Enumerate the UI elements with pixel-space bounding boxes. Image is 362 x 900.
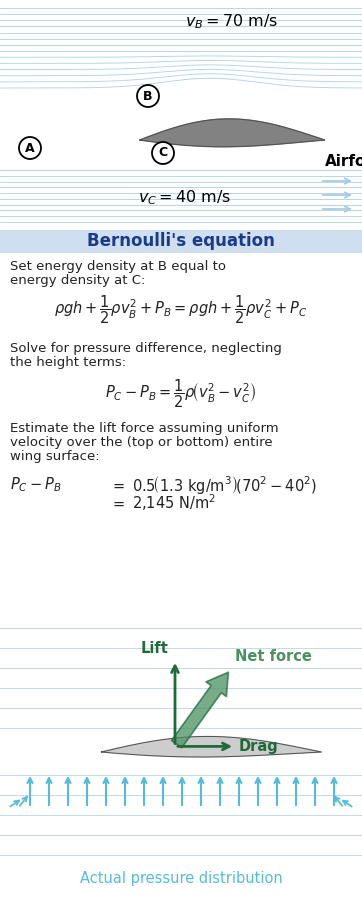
Text: Net force: Net force	[235, 649, 312, 664]
Text: energy density at C:: energy density at C:	[10, 274, 146, 287]
Text: Solve for pressure difference, neglecting: Solve for pressure difference, neglectin…	[10, 342, 282, 355]
Text: $v_C = 40\ \mathrm{m/s}$: $v_C = 40\ \mathrm{m/s}$	[138, 189, 232, 207]
Polygon shape	[101, 736, 321, 757]
Text: Bernoulli's equation: Bernoulli's equation	[87, 232, 275, 250]
Text: $0.5\!\left(1.3\ \mathrm{kg/m^3}\right)\!\left(70^2 - 40^2\right)$: $0.5\!\left(1.3\ \mathrm{kg/m^3}\right)\…	[132, 474, 317, 496]
Text: the height terms:: the height terms:	[10, 356, 126, 369]
FancyArrowPatch shape	[172, 672, 228, 748]
Text: $P_C - P_B = \dfrac{1}{2}\rho\!\left(v_B^2 - v_C^2\right)$: $P_C - P_B = \dfrac{1}{2}\rho\!\left(v_B…	[105, 378, 257, 410]
Text: Actual pressure distribution: Actual pressure distribution	[80, 870, 282, 886]
Bar	[0, 230, 362, 253]
Text: $\rho g h + \dfrac{1}{2}\rho v_B^2 + P_B = \rho g h + \dfrac{1}{2}\rho v_C^2 + P: $\rho g h + \dfrac{1}{2}\rho v_B^2 + P_B…	[54, 293, 308, 327]
Text: wing surface:: wing surface:	[10, 450, 100, 463]
Text: Lift: Lift	[141, 641, 169, 656]
Circle shape	[152, 142, 174, 164]
Text: Airfoil: Airfoil	[325, 155, 362, 169]
Text: $P_C - P_B$: $P_C - P_B$	[10, 475, 62, 494]
Bar	[0, 0, 362, 230]
Text: Drag: Drag	[239, 739, 279, 754]
Polygon shape	[140, 119, 325, 147]
Circle shape	[137, 85, 159, 107]
Text: B: B	[143, 89, 153, 103]
Bar	[0, 620, 362, 900]
Text: $v_B = 70\ \mathrm{m/s}$: $v_B = 70\ \mathrm{m/s}$	[185, 13, 279, 32]
Text: velocity over the (top or bottom) entire: velocity over the (top or bottom) entire	[10, 436, 273, 449]
Text: $2{,}145\ \mathrm{N/m^2}$: $2{,}145\ \mathrm{N/m^2}$	[132, 492, 216, 513]
Text: $=$: $=$	[110, 496, 126, 510]
Circle shape	[19, 137, 41, 159]
Text: C: C	[159, 147, 168, 159]
Text: A: A	[25, 141, 35, 155]
Text: Set energy density at B equal to: Set energy density at B equal to	[10, 260, 226, 273]
Text: $=$: $=$	[110, 478, 126, 492]
Text: Estimate the lift force assuming uniform: Estimate the lift force assuming uniform	[10, 422, 279, 435]
